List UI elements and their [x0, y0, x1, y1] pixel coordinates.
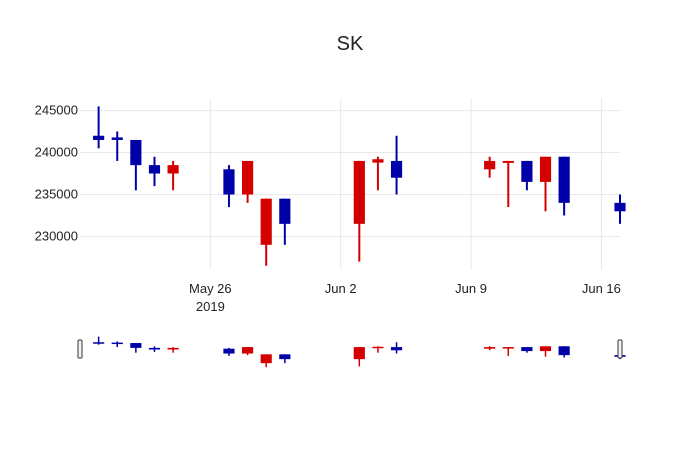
x-tick-label: Jun 9	[455, 281, 487, 296]
mini-candle-body	[167, 347, 179, 350]
candle-body	[167, 165, 179, 174]
mini-candle	[167, 347, 179, 353]
x-tick-label: Jun 16	[582, 281, 621, 296]
candle	[372, 156, 384, 191]
x-tick-label: May 26	[189, 281, 232, 296]
chart-title: SK	[337, 33, 364, 55]
candle-body	[558, 156, 570, 203]
y-tick-label: 245000	[35, 103, 78, 118]
grid-lines	[80, 98, 620, 270]
mini-candle	[502, 347, 514, 356]
mini-candle	[223, 347, 235, 356]
candle	[167, 160, 179, 191]
candle-body	[372, 159, 384, 163]
candle	[111, 131, 123, 161]
mini-candle	[260, 354, 272, 368]
y-axis: 230000 235000 240000 245000	[35, 103, 78, 244]
mini-candle-body	[242, 347, 254, 354]
candle-body	[614, 202, 626, 212]
candle-body	[539, 156, 552, 182]
y-tick-label: 240000	[35, 145, 78, 160]
range-slider-candles	[93, 336, 626, 368]
mini-candle	[353, 347, 365, 367]
candle-body	[223, 169, 235, 195]
mini-candle	[521, 347, 533, 353]
mini-candle-body	[223, 348, 235, 354]
mini-candle	[93, 336, 105, 345]
mini-candle	[558, 346, 570, 358]
mini-candle-body	[353, 347, 365, 360]
candle-body	[279, 198, 291, 224]
range-slider-left-handle[interactable]	[77, 339, 83, 359]
candle	[130, 139, 142, 191]
range-slider-right-handle[interactable]	[617, 339, 623, 359]
mini-candle-body	[484, 347, 496, 349]
candle	[484, 156, 496, 178]
candle	[242, 160, 254, 203]
mini-candle-body	[372, 346, 384, 349]
candle	[390, 135, 403, 195]
candle	[353, 160, 365, 262]
candle	[502, 160, 514, 208]
candle	[558, 156, 570, 216]
x-axis: May 26 2019 Jun 2 Jun 9 Jun 16	[189, 281, 621, 314]
mini-candle-body	[521, 347, 533, 352]
mini-candle-body	[111, 342, 123, 345]
range-slider[interactable]	[77, 336, 626, 368]
mini-candle	[279, 354, 291, 364]
y-tick-label: 230000	[35, 228, 78, 243]
mini-candle	[111, 341, 123, 348]
candle-body	[242, 160, 254, 195]
mini-candle	[242, 347, 254, 356]
mini-candle	[372, 346, 384, 353]
mini-candle-body	[148, 347, 161, 350]
x-tick-label: Jun 2	[325, 281, 357, 296]
candle-body	[130, 139, 142, 166]
mini-candle-body	[390, 347, 403, 351]
candle-body	[148, 165, 161, 174]
candle-body	[353, 160, 365, 224]
mini-candle	[148, 346, 161, 352]
mini-candle-body	[279, 354, 291, 360]
mini-candle	[484, 346, 496, 351]
candle-body	[111, 137, 123, 140]
candle	[521, 160, 533, 191]
mini-candle-body	[260, 354, 272, 364]
mini-candle-body	[130, 343, 142, 348]
x-tick-year-label: 2019	[196, 299, 225, 314]
candle-body	[484, 160, 496, 170]
mini-candle	[539, 346, 552, 357]
candle	[279, 198, 291, 245]
y-tick-label: 235000	[35, 186, 78, 201]
candle	[260, 198, 272, 266]
candle-body	[521, 160, 533, 182]
candle-body	[390, 160, 403, 178]
mini-candle-body	[558, 346, 570, 356]
mini-candle-body	[539, 346, 552, 352]
candle	[93, 106, 105, 149]
candle-body	[502, 160, 514, 163]
candle-body	[93, 135, 105, 140]
candle	[223, 165, 235, 208]
candle-body	[260, 198, 272, 245]
candle	[539, 156, 552, 212]
candles	[93, 106, 626, 266]
mini-candle-body	[93, 342, 105, 344]
mini-candle	[390, 342, 403, 354]
candle	[148, 156, 161, 187]
mini-candle-body	[502, 347, 514, 349]
mini-candle	[130, 343, 142, 353]
candle	[614, 194, 626, 224]
